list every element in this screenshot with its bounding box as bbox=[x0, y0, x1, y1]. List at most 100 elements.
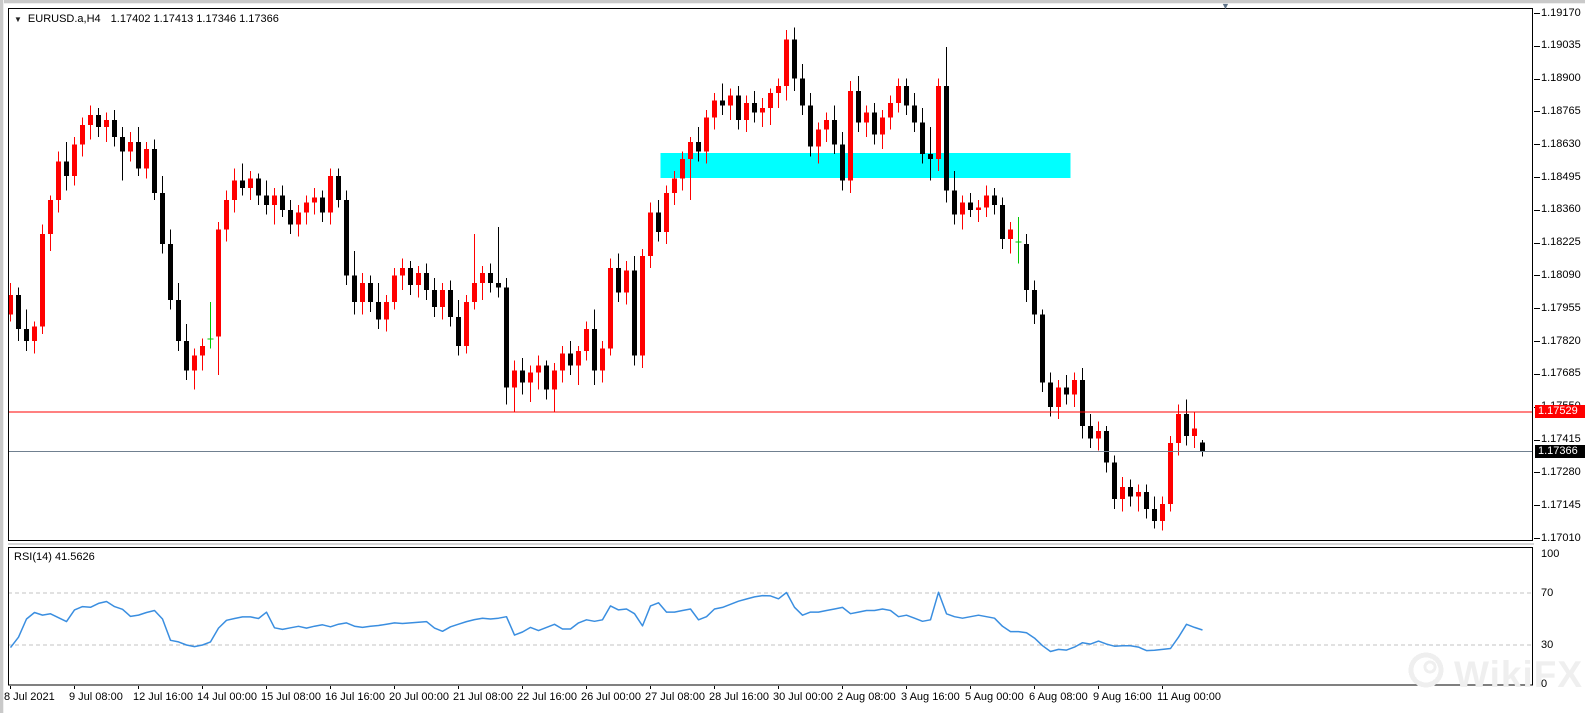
time-tick-label: 2 Aug 08:00 bbox=[837, 691, 896, 703]
watermark-text: WikiFX bbox=[1454, 653, 1584, 695]
time-tick-label: 12 Jul 16:00 bbox=[133, 691, 193, 703]
candle-body bbox=[512, 370, 517, 388]
candle-body bbox=[328, 175, 333, 213]
time-tick-label: 20 Jul 00:00 bbox=[389, 691, 449, 703]
candle-body bbox=[544, 365, 549, 390]
candle-body bbox=[840, 144, 845, 181]
price-tick bbox=[1534, 46, 1540, 47]
candle-body bbox=[1192, 428, 1197, 436]
chart-shift-marker-icon[interactable]: ▼ bbox=[1221, 1, 1230, 11]
candle-body bbox=[336, 175, 341, 201]
candle-body bbox=[32, 326, 37, 342]
candle-body bbox=[424, 273, 429, 291]
candle-body bbox=[1200, 442, 1205, 452]
candle-body bbox=[288, 209, 293, 225]
candle-body bbox=[568, 353, 573, 366]
rsi-indicator-panel[interactable] bbox=[8, 547, 1534, 686]
bid-price-label: 1.17366 bbox=[1535, 444, 1585, 458]
time-tick bbox=[650, 686, 651, 689]
candle-body bbox=[248, 178, 253, 188]
candle-body bbox=[224, 200, 229, 230]
candle-body bbox=[984, 195, 989, 208]
candle-body bbox=[400, 268, 405, 276]
time-tick bbox=[1162, 686, 1163, 689]
candle-body bbox=[608, 268, 613, 349]
candle-body bbox=[920, 122, 925, 154]
price-tick bbox=[1534, 177, 1540, 178]
candle-body bbox=[928, 153, 933, 159]
price-tick bbox=[1534, 210, 1540, 211]
candle-body bbox=[776, 85, 781, 94]
time-tick bbox=[394, 686, 395, 689]
candle-body bbox=[736, 95, 741, 120]
candle-body bbox=[720, 100, 725, 106]
time-tick bbox=[1098, 686, 1099, 689]
candle-body bbox=[1024, 243, 1029, 291]
candle-body bbox=[896, 85, 901, 103]
symbol-period-label: EURUSD.a,H4 bbox=[27, 13, 101, 25]
candle-body bbox=[784, 39, 789, 86]
candle-body bbox=[1168, 443, 1173, 504]
candle-body bbox=[448, 290, 453, 317]
candle-body bbox=[664, 192, 669, 232]
candle-body bbox=[1104, 431, 1109, 463]
resistance-zone[interactable] bbox=[660, 153, 1071, 179]
candle-body bbox=[88, 115, 93, 125]
candle-body bbox=[1040, 314, 1045, 383]
candle-body bbox=[200, 345, 205, 356]
price-chart-panel[interactable] bbox=[8, 8, 1534, 542]
price-tick-label: 1.17685 bbox=[1541, 367, 1581, 380]
candle-body bbox=[352, 275, 357, 303]
candle-body bbox=[632, 270, 637, 356]
time-tick bbox=[842, 686, 843, 689]
rsi-line bbox=[9, 591, 1203, 653]
candle-body bbox=[792, 39, 797, 79]
time-tick bbox=[970, 686, 971, 689]
time-tick bbox=[330, 686, 331, 689]
candle-body bbox=[592, 328, 597, 371]
candle-body bbox=[688, 141, 693, 159]
candle-body bbox=[1000, 205, 1005, 240]
window-edge-top bbox=[0, 0, 1585, 4]
candle-body bbox=[712, 100, 717, 118]
candle-body bbox=[48, 200, 53, 235]
candle-body bbox=[528, 372, 533, 383]
price-tick bbox=[1534, 13, 1540, 14]
candle-body bbox=[600, 348, 605, 371]
candle-body bbox=[864, 112, 869, 123]
candle-body bbox=[1152, 508, 1157, 521]
price-tick-label: 1.18900 bbox=[1541, 72, 1581, 85]
candle-body bbox=[624, 270, 629, 293]
candle-body bbox=[312, 197, 317, 203]
candle-body bbox=[584, 328, 589, 351]
price-tick-label: 1.17820 bbox=[1541, 334, 1581, 347]
candle-body bbox=[648, 212, 653, 257]
candle-body bbox=[560, 353, 565, 371]
time-tick bbox=[714, 686, 715, 689]
candle-body bbox=[952, 190, 957, 215]
rsi-chart[interactable] bbox=[8, 547, 1534, 686]
candle-body bbox=[640, 256, 645, 356]
candle-body bbox=[304, 202, 309, 213]
candle-body bbox=[616, 268, 621, 293]
candle-body bbox=[480, 273, 485, 283]
time-tick bbox=[906, 686, 907, 689]
time-tick bbox=[522, 686, 523, 689]
candle-body bbox=[464, 302, 469, 346]
candle-body bbox=[656, 212, 661, 232]
symbol-dropdown-icon[interactable]: ▼ bbox=[14, 15, 22, 24]
time-tick-label: 8 Jul 2021 bbox=[4, 691, 55, 703]
candlestick-chart[interactable] bbox=[8, 8, 1534, 542]
panel-divider[interactable] bbox=[8, 543, 1534, 545]
rsi-axis-label-0: 0 bbox=[1541, 677, 1548, 690]
candle-body bbox=[8, 294, 13, 315]
candle-body bbox=[56, 161, 61, 201]
candle-body bbox=[552, 370, 557, 390]
candle-body bbox=[1032, 290, 1037, 315]
candle-body bbox=[64, 161, 69, 176]
candle-body bbox=[368, 282, 373, 303]
candle-body bbox=[1176, 414, 1181, 444]
rsi-axis-label-100: 100 bbox=[1541, 547, 1560, 560]
price-tick bbox=[1534, 440, 1540, 441]
price-tick-label: 1.17955 bbox=[1541, 301, 1581, 314]
